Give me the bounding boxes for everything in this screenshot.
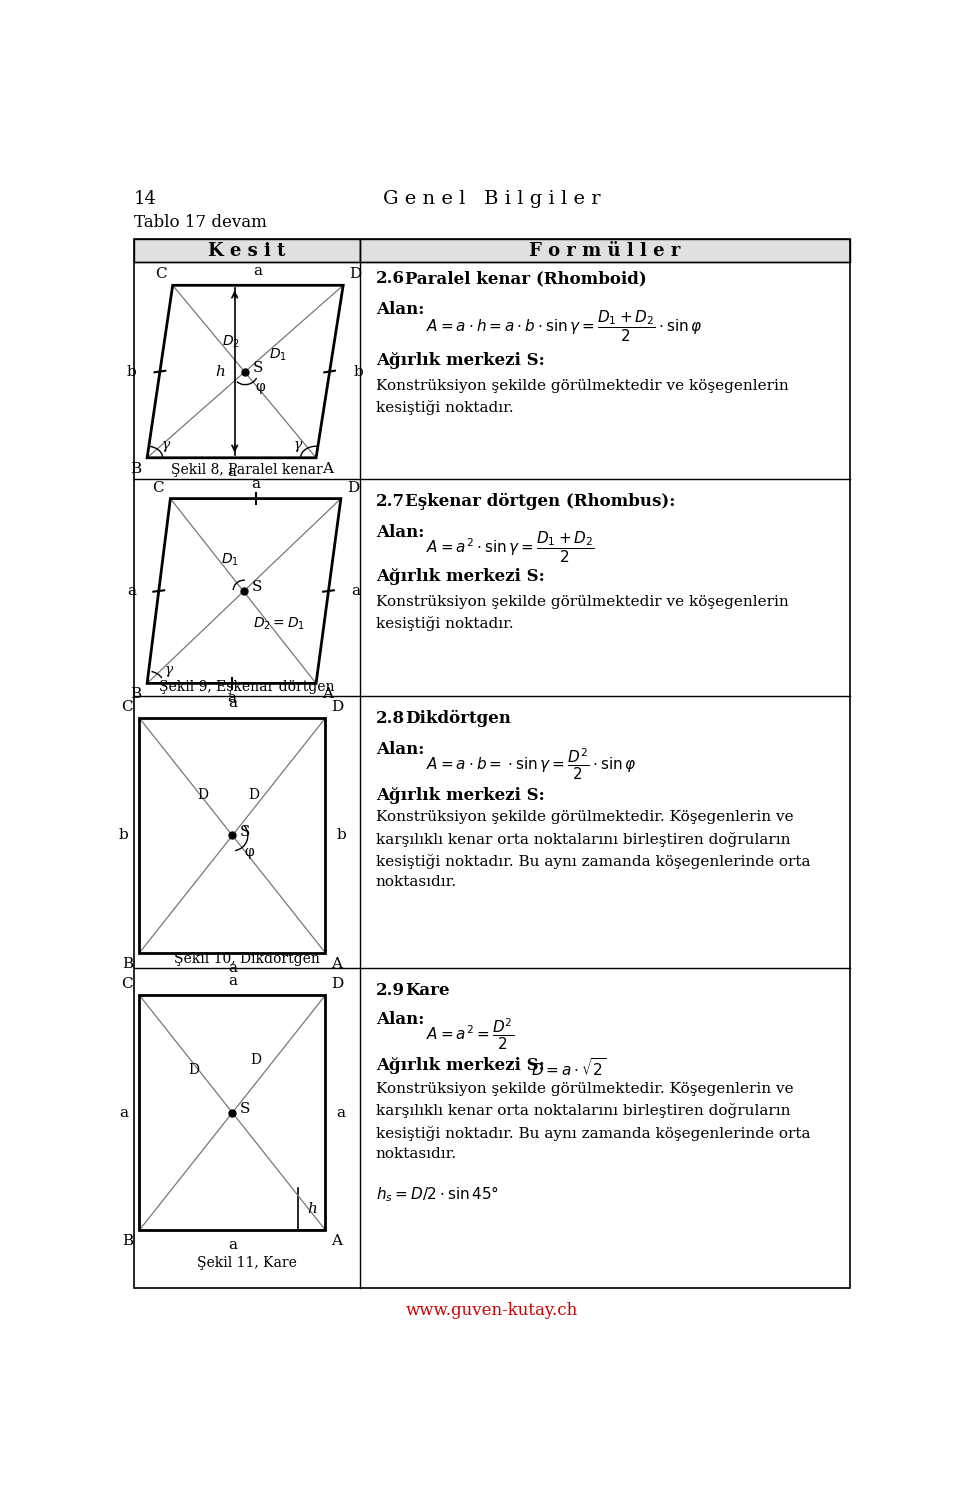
Text: Ağırlık merkezi S:: Ağırlık merkezi S: xyxy=(375,568,544,585)
Text: B: B xyxy=(122,956,133,971)
Text: φ: φ xyxy=(255,380,266,394)
Text: D: D xyxy=(249,788,259,803)
Text: h: h xyxy=(216,364,226,379)
Text: φ: φ xyxy=(245,846,254,859)
Text: 2.7: 2.7 xyxy=(375,494,405,510)
Text: 2.8: 2.8 xyxy=(375,710,405,727)
Text: b: b xyxy=(127,364,136,379)
Text: $A = a^2 = \dfrac{D^2}{2}$: $A = a^2 = \dfrac{D^2}{2}$ xyxy=(426,1016,515,1052)
Text: S: S xyxy=(252,361,263,374)
Text: Konstrüksiyon şekilde görülmektedir. Köşegenlerin ve
karşılıklı kenar orta nokta: Konstrüksiyon şekilde görülmektedir. Köş… xyxy=(375,810,810,889)
Text: a: a xyxy=(228,961,237,974)
Text: a: a xyxy=(228,697,237,710)
Text: Paralel kenar (Rhomboid): Paralel kenar (Rhomboid) xyxy=(405,270,647,286)
Text: $A = a \cdot h = a \cdot b \cdot \sin\gamma = \dfrac{D_1 + D_2}{2} \cdot \sin\va: $A = a \cdot h = a \cdot b \cdot \sin\ga… xyxy=(426,309,703,343)
Text: Dikdörtgen: Dikdörtgen xyxy=(405,710,511,728)
Text: Konstrüksiyon şekilde görülmektedir. Köşegenlerin ve
karşılıklı kenar orta nokta: Konstrüksiyon şekilde görülmektedir. Köş… xyxy=(375,1082,810,1161)
Text: D: D xyxy=(348,480,359,495)
Text: A: A xyxy=(323,688,333,701)
Text: D: D xyxy=(349,267,362,282)
Text: D: D xyxy=(331,700,344,715)
Text: C: C xyxy=(122,977,133,991)
Text: 2.6: 2.6 xyxy=(375,270,405,286)
Text: γ: γ xyxy=(161,439,170,452)
Text: S: S xyxy=(240,825,251,839)
Text: B: B xyxy=(122,1234,133,1247)
Text: a: a xyxy=(128,583,136,598)
Text: Şekil 10, Dikdörtgen: Şekil 10, Dikdörtgen xyxy=(174,952,320,965)
Text: 2.9: 2.9 xyxy=(375,982,405,1000)
Text: C: C xyxy=(122,700,133,715)
Text: Kare: Kare xyxy=(405,982,449,1000)
Text: S: S xyxy=(240,1101,251,1116)
Text: F o r m ü l l e r: F o r m ü l l e r xyxy=(530,242,681,260)
Text: Tablo 17 devam: Tablo 17 devam xyxy=(134,215,267,231)
Text: γ: γ xyxy=(165,662,173,676)
Text: a: a xyxy=(228,691,236,706)
Text: b: b xyxy=(354,364,364,379)
Text: A: A xyxy=(331,1234,343,1247)
Text: B: B xyxy=(130,688,141,701)
Text: A: A xyxy=(331,956,343,971)
Bar xyxy=(360,239,850,263)
Text: $A = a^2 \cdot \sin\gamma = \dfrac{D_1 + D_2}{2}$: $A = a^2 \cdot \sin\gamma = \dfrac{D_1 +… xyxy=(426,530,595,565)
Text: Alan:: Alan: xyxy=(375,742,424,758)
Text: $D_2=D_1$: $D_2=D_1$ xyxy=(253,615,305,631)
Text: a: a xyxy=(228,974,237,988)
Text: D: D xyxy=(331,977,344,991)
Text: www.guven-kutay.ch: www.guven-kutay.ch xyxy=(406,1303,578,1319)
Text: Şekil 9, Eşkenar dörtgen: Şekil 9, Eşkenar dörtgen xyxy=(159,680,335,694)
Text: Şekil 8, Paralel kenar: Şekil 8, Paralel kenar xyxy=(171,463,323,477)
Text: $D_2$: $D_2$ xyxy=(223,334,240,351)
Text: D: D xyxy=(188,1064,199,1077)
Text: Ağırlık merkezi S:: Ağırlık merkezi S: xyxy=(375,352,544,370)
Text: a: a xyxy=(228,1238,237,1252)
Text: S: S xyxy=(252,580,262,594)
Text: h: h xyxy=(307,1203,317,1216)
Text: b: b xyxy=(119,828,129,843)
Text: $D = a \cdot \sqrt{2}$: $D = a \cdot \sqrt{2}$ xyxy=(531,1056,607,1079)
Text: $A = a \cdot b = \cdot \sin\gamma = \dfrac{D^2}{2} \cdot \sin\varphi$: $A = a \cdot b = \cdot \sin\gamma = \dfr… xyxy=(426,746,636,782)
Text: Ağırlık merkezi S:: Ağırlık merkezi S: xyxy=(375,1056,544,1074)
Text: $D_1$: $D_1$ xyxy=(221,552,239,568)
Text: $D_1$: $D_1$ xyxy=(269,346,287,363)
Text: Şekil 11, Kare: Şekil 11, Kare xyxy=(197,1256,297,1270)
Text: C: C xyxy=(155,267,166,282)
Text: Alan:: Alan: xyxy=(375,524,424,542)
Text: D: D xyxy=(198,788,208,803)
Text: $h_s = D / 2 \cdot \sin 45°$: $h_s = D / 2 \cdot \sin 45°$ xyxy=(375,1183,499,1204)
Text: Konstrüksiyon şekilde görülmektedir ve köşegenlerin
kesiştiği noktadır.: Konstrüksiyon şekilde görülmektedir ve k… xyxy=(375,379,788,415)
Text: 14: 14 xyxy=(134,189,156,207)
Bar xyxy=(134,239,360,263)
Text: B: B xyxy=(130,461,141,476)
Text: b: b xyxy=(336,828,346,843)
Text: a: a xyxy=(252,477,260,491)
Text: Ağırlık merkezi S:: Ağırlık merkezi S: xyxy=(375,788,544,804)
Text: A: A xyxy=(323,461,333,476)
Text: Eşkenar dörtgen (Rhombus):: Eşkenar dörtgen (Rhombus): xyxy=(405,494,676,510)
Text: γ: γ xyxy=(294,439,301,452)
Text: a: a xyxy=(120,1106,129,1119)
Text: Alan:: Alan: xyxy=(375,301,424,318)
Text: a: a xyxy=(336,1106,346,1119)
Text: D: D xyxy=(251,1053,261,1067)
Text: Konstrüksiyon şekilde görülmektedir ve köşegenlerin
kesiştiği noktadır.: Konstrüksiyon şekilde görülmektedir ve k… xyxy=(375,595,788,631)
Text: a: a xyxy=(253,264,262,278)
Text: K e s i t: K e s i t xyxy=(208,242,286,260)
Text: Alan:: Alan: xyxy=(375,1010,424,1028)
Text: G e n e l   B i l g i l e r: G e n e l B i l g i l e r xyxy=(383,189,601,207)
Text: C: C xyxy=(153,480,164,495)
Text: a: a xyxy=(351,583,361,598)
Text: a: a xyxy=(228,466,236,479)
